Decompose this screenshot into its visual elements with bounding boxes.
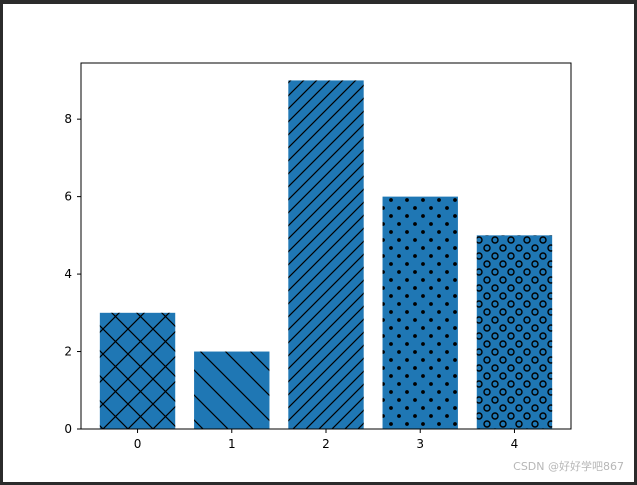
bar-hatch-3 [382,196,458,429]
bar-2 [288,80,364,429]
bar-0 [99,312,176,429]
plot-area: 0 1 2 3 4 0 2 4 6 8 [64,62,572,451]
bar-4 [476,235,553,429]
watermark: CSDN @好好学吧867 [513,460,624,473]
x-tick-label-0: 0 [134,437,142,451]
bar-hatch-2 [288,80,364,429]
bar-1 [194,351,270,429]
bar-chart: 0 1 2 3 4 0 2 4 6 8 [64,62,572,451]
x-tick-label-4: 4 [511,437,519,451]
bar-3 [382,196,458,429]
bar-hatch-4 [476,235,553,429]
y-tick-label-1: 2 [64,345,72,359]
y-tick-label-2: 4 [64,267,72,281]
x-tick-label-2: 2 [322,437,330,451]
y-tick-label-4: 8 [64,112,72,126]
y-tick-label-0: 0 [64,422,72,436]
bar-hatch-0 [99,312,176,429]
x-tick-label-1: 1 [228,437,236,451]
bar-hatch-1 [194,351,270,429]
x-tick-label-3: 3 [416,437,424,451]
y-tick-label-3: 6 [64,190,72,204]
